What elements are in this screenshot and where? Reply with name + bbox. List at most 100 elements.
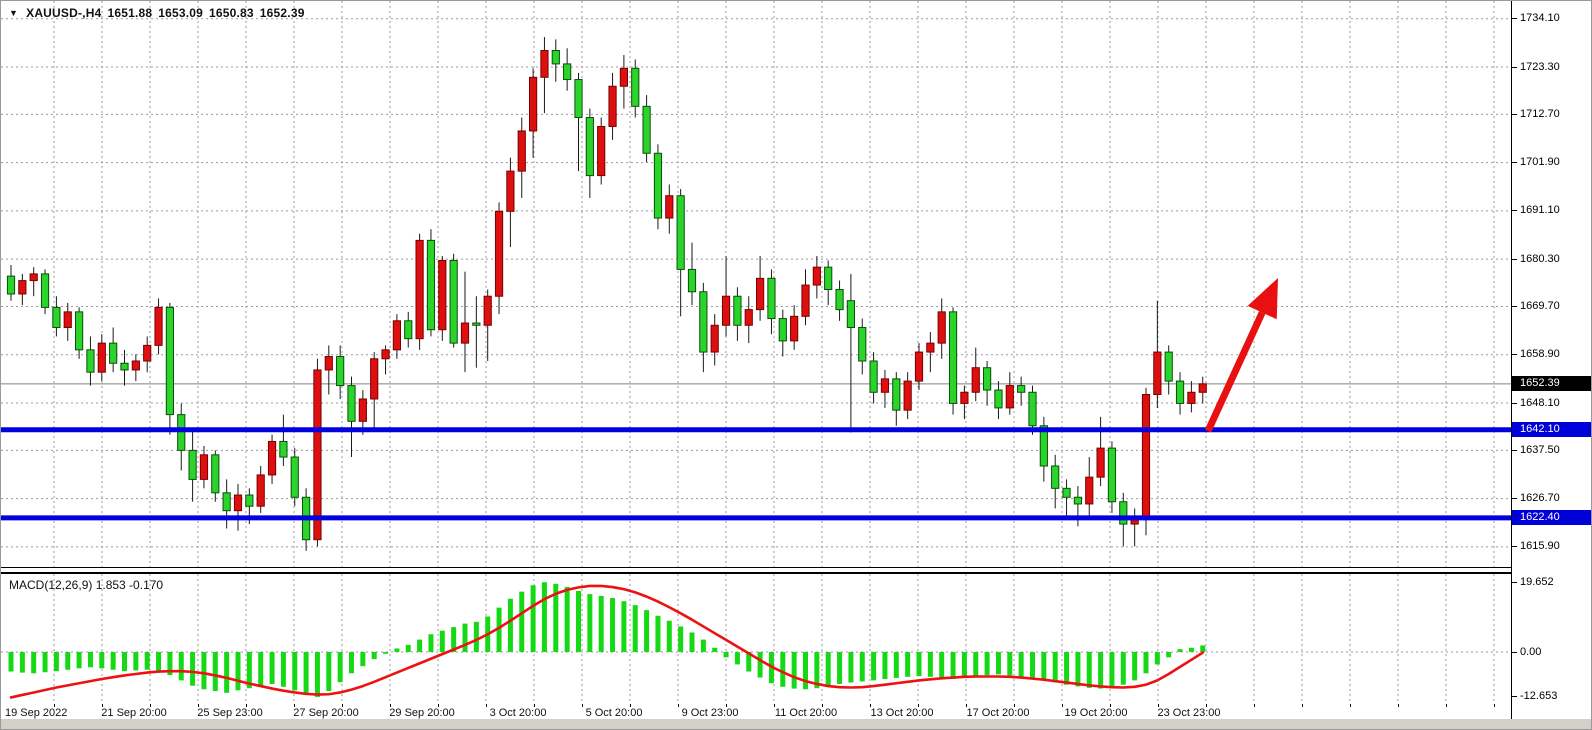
macd-histogram-bar xyxy=(439,630,445,652)
macd-histogram-bar xyxy=(882,652,888,679)
time-axis-label: 19 Oct 20:00 xyxy=(1064,707,1128,719)
bearish-candle xyxy=(778,318,787,342)
macd-histogram-bar xyxy=(530,585,536,652)
macd-histogram-bar xyxy=(1166,652,1172,658)
macd-histogram-bar xyxy=(371,652,377,660)
macd-histogram-bar xyxy=(451,627,457,652)
bullish-candle xyxy=(313,369,322,541)
bearish-candle xyxy=(290,456,299,498)
bearish-candle xyxy=(404,320,413,340)
macd-histogram-bar xyxy=(65,652,71,670)
trend-arrow-shaft[interactable] xyxy=(1204,311,1266,433)
macd-histogram-bar xyxy=(462,623,468,652)
symbol-dropdown-icon[interactable]: ▼ xyxy=(9,8,19,18)
time-axis[interactable]: 19 Sep 2022 21 Sep 20:00 25 Sep 23:00 27 Se… xyxy=(1,704,1511,719)
bearish-candle xyxy=(120,362,129,371)
macd-histogram-bar xyxy=(349,652,354,674)
macd-histogram-bar xyxy=(723,652,729,658)
macd-histogram-bar xyxy=(8,652,14,672)
bearish-candle xyxy=(585,117,594,177)
time-axis-tick xyxy=(1206,704,1207,707)
bullish-candle xyxy=(619,67,628,87)
chart-title-bar[interactable]: ▼ XAUUSD-,H4 1651.88 1653.09 1650.83 165… xyxy=(9,6,305,20)
macd-histogram-bar xyxy=(224,652,230,693)
bearish-candle xyxy=(858,326,867,362)
ohlc-low-value: 1650.83 xyxy=(209,6,254,20)
time-axis-tick xyxy=(1350,704,1351,707)
macd-histogram-bar xyxy=(303,652,309,694)
price-axis-label: 1637.50 xyxy=(1520,444,1560,456)
bullish-candle xyxy=(937,311,946,344)
macd-signal-line xyxy=(9,584,1205,699)
time-axis-tick xyxy=(1398,704,1399,707)
bullish-candle xyxy=(199,454,209,480)
time-axis-tick xyxy=(150,704,151,707)
time-axis-tick xyxy=(1062,704,1063,707)
macd-histogram-bar xyxy=(394,648,400,652)
macd-histogram-bar xyxy=(1030,652,1035,679)
pane-separator[interactable] xyxy=(1,567,1511,574)
time-axis-tick xyxy=(726,704,727,707)
macd-histogram-bar xyxy=(42,652,48,673)
price-axis-label: 1712.70 xyxy=(1520,108,1560,120)
bullish-candle xyxy=(483,295,492,326)
macd-histogram-bar xyxy=(1188,647,1194,652)
macd-indicator-pane[interactable] xyxy=(1,574,1511,704)
price-chart-pane[interactable] xyxy=(1,1,1511,567)
bullish-candle xyxy=(960,391,969,404)
bullish-candle xyxy=(370,358,379,400)
time-axis-tick xyxy=(1302,704,1303,707)
bullish-candle xyxy=(358,398,367,422)
support-price-badge: 1642.10 xyxy=(1512,422,1591,437)
ohlc-high-value: 1653.09 xyxy=(158,6,204,20)
macd-histogram-bar xyxy=(190,652,196,686)
macd-histogram-bar xyxy=(473,621,479,652)
bullish-candle xyxy=(18,280,27,295)
bullish-candle xyxy=(438,259,447,331)
bullish-candle xyxy=(744,309,753,326)
time-axis-tick xyxy=(198,704,199,707)
macd-histogram-bar xyxy=(1154,652,1160,665)
bullish-candle xyxy=(721,295,731,326)
bullish-candle xyxy=(154,306,163,346)
time-axis-label: 3 Oct 20:00 xyxy=(489,707,547,719)
time-axis-label: 13 Oct 20:00 xyxy=(870,707,934,719)
bullish-candle xyxy=(665,195,674,219)
macd-histogram-bar xyxy=(167,652,173,676)
bearish-candle xyxy=(642,105,651,154)
bearish-candle xyxy=(40,273,50,308)
macd-histogram-bar xyxy=(280,652,286,687)
bearish-candle xyxy=(165,306,175,416)
macd-histogram-bar xyxy=(292,652,298,691)
bullish-candle xyxy=(256,474,265,507)
price-axis-label: 1615.90 xyxy=(1520,540,1560,552)
macd-histogram-bar xyxy=(19,652,25,673)
macd-histogram-bar xyxy=(848,652,854,683)
axis-tick xyxy=(1512,18,1517,19)
macd-histogram-bar xyxy=(757,652,763,678)
bearish-candle xyxy=(426,239,436,331)
macd-histogram-bar xyxy=(314,652,320,697)
axis-tick xyxy=(1512,162,1517,163)
bearish-candle xyxy=(824,266,833,291)
bearish-candle xyxy=(188,449,197,480)
bearish-candle xyxy=(631,67,640,107)
bullish-candle xyxy=(381,349,390,360)
axis-tick xyxy=(1512,652,1517,653)
bearish-candle xyxy=(676,195,685,270)
time-axis-tick xyxy=(246,704,247,707)
time-axis-label: 19 Sep 2022 xyxy=(5,707,68,719)
bearish-candle xyxy=(1107,447,1117,503)
bearish-candle xyxy=(983,367,992,391)
price-axis[interactable]: 1734.10 1723.30 1712.70 1701.90 1691.10 1680.… xyxy=(1511,1,1591,719)
macd-histogram-bar xyxy=(950,652,956,679)
bearish-candle xyxy=(279,440,288,458)
macd-histogram-bar xyxy=(689,632,695,652)
macd-histogram-bar xyxy=(598,595,604,652)
macd-histogram-bar xyxy=(156,652,162,671)
bearish-candle xyxy=(846,300,855,328)
macd-histogram-bar xyxy=(814,652,820,689)
bearish-candle xyxy=(336,356,345,387)
trend-arrow-head[interactable] xyxy=(1247,278,1278,320)
macd-histogram-bar xyxy=(417,639,423,652)
